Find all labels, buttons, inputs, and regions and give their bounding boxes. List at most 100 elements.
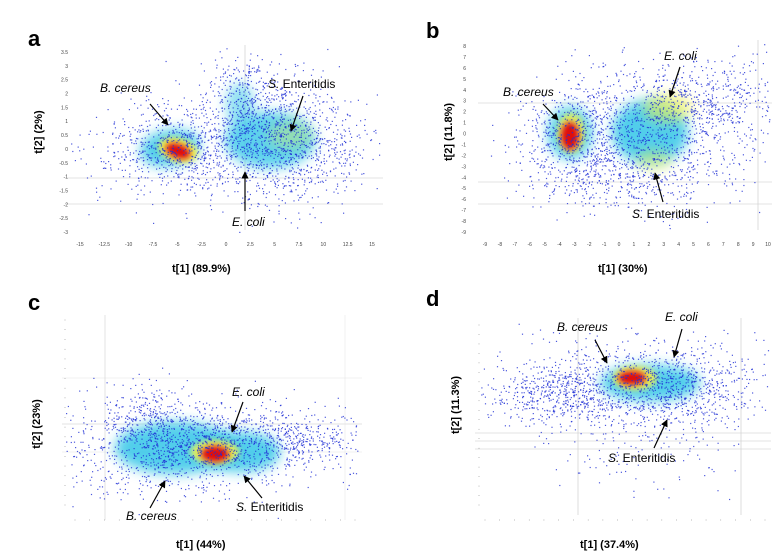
scatter-point xyxy=(260,91,262,94)
scatter-point xyxy=(290,131,292,133)
scatter-point xyxy=(247,84,249,86)
scatter-point xyxy=(261,107,263,109)
scatter-point xyxy=(592,152,595,154)
scatter-point xyxy=(630,181,632,183)
scatter-point xyxy=(728,106,730,108)
scatter-point xyxy=(219,179,221,181)
scatter-point xyxy=(262,188,264,190)
scatter-point xyxy=(565,166,567,169)
scatter-point xyxy=(619,85,621,87)
scatter-point xyxy=(271,98,273,100)
scatter-point xyxy=(572,143,574,145)
scatter-point xyxy=(103,447,105,449)
scatter-point xyxy=(231,118,233,120)
scatter-point xyxy=(209,420,212,422)
scatter-point xyxy=(223,138,225,140)
scatter-point xyxy=(310,177,312,179)
scatter-point xyxy=(158,453,160,455)
density-blob xyxy=(561,122,579,150)
scatter-point xyxy=(226,139,228,141)
scatter-point xyxy=(268,130,270,132)
scatter-point xyxy=(139,150,141,153)
scatter-point xyxy=(657,103,659,106)
scatter-point xyxy=(581,151,583,153)
scatter-point xyxy=(216,133,218,136)
scatter-point xyxy=(619,124,621,126)
scatter-point xyxy=(539,166,541,169)
scatter-point xyxy=(221,110,224,112)
scatter-point xyxy=(260,420,262,422)
scatter-point xyxy=(627,206,629,208)
scatter-point xyxy=(256,190,258,192)
scatter-point xyxy=(633,216,635,218)
scatter-point xyxy=(722,146,724,148)
scatter-point xyxy=(597,142,599,144)
scatter-point xyxy=(166,169,168,171)
scatter-point xyxy=(598,131,600,133)
scatter-point xyxy=(532,158,535,160)
scatter-point xyxy=(256,185,258,187)
scatter-point xyxy=(305,170,308,172)
scatter-point xyxy=(244,128,246,130)
scatter-point xyxy=(295,101,297,103)
scatter-point xyxy=(268,209,271,211)
scatter-point xyxy=(215,153,217,155)
scatter-point xyxy=(261,127,263,129)
scatter-point xyxy=(271,77,273,79)
scatter-point xyxy=(726,74,728,76)
scatter-point xyxy=(731,184,734,186)
scatter-point xyxy=(290,105,292,107)
scatter-point xyxy=(170,153,173,155)
scatter-point xyxy=(144,141,147,144)
scatter-point xyxy=(222,101,224,103)
scatter-point xyxy=(343,162,345,164)
y-tick-label: 0 xyxy=(463,132,466,138)
scatter-point xyxy=(722,108,724,110)
scatter-point xyxy=(284,142,286,144)
scatter-point xyxy=(627,192,629,194)
scatter-point xyxy=(258,67,260,69)
scatter-point xyxy=(287,145,289,147)
scatter-point xyxy=(618,127,620,129)
scatter-point xyxy=(208,162,210,164)
scatter-point xyxy=(293,118,295,120)
scatter-point xyxy=(113,151,115,153)
scatter-point xyxy=(176,443,179,445)
scatter-point xyxy=(707,83,709,85)
scatter-point xyxy=(590,153,592,155)
scatter-point xyxy=(168,442,170,444)
scatter-point xyxy=(663,152,665,154)
scatter-point xyxy=(272,109,274,111)
scatter-point xyxy=(582,195,584,197)
scatter-point xyxy=(346,158,348,160)
scatter-point xyxy=(603,115,606,117)
scatter-point xyxy=(225,446,227,449)
scatter-point xyxy=(151,458,153,460)
scatter-point xyxy=(685,91,687,93)
scatter-point xyxy=(683,110,686,112)
scatter-point xyxy=(290,222,292,224)
scatter-point xyxy=(666,137,668,139)
scatter-point xyxy=(206,179,208,181)
scatter-point xyxy=(175,163,177,165)
scatter-point xyxy=(744,133,746,135)
scatter-point xyxy=(238,126,240,128)
scatter-point xyxy=(212,159,214,161)
scatter-point xyxy=(298,126,300,129)
scatter-point xyxy=(667,64,669,66)
scatter-point xyxy=(187,439,189,442)
scatter-point xyxy=(142,142,144,144)
scatter-point xyxy=(650,201,652,203)
scatter-point xyxy=(753,150,755,152)
scatter-point xyxy=(701,131,703,133)
scatter-point xyxy=(702,110,704,112)
scatter-point xyxy=(694,140,696,142)
scatter-point xyxy=(680,134,682,136)
scatter-point xyxy=(627,176,629,178)
scatter-point xyxy=(233,139,235,141)
scatter-point xyxy=(609,136,611,138)
scatter-point xyxy=(236,439,238,441)
scatter-point xyxy=(707,184,710,186)
scatter-point xyxy=(722,172,724,174)
scatter-point xyxy=(600,80,602,82)
